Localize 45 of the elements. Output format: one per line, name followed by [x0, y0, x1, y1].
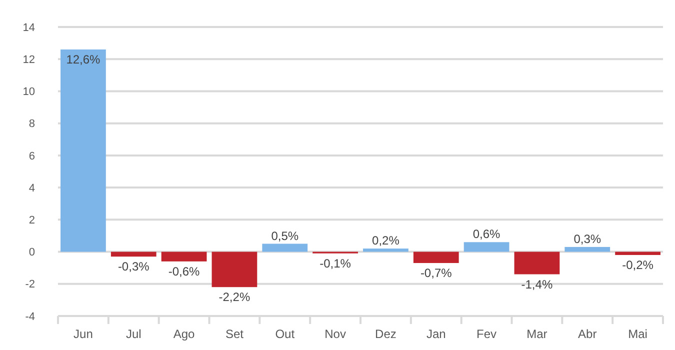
bar: [564, 246, 610, 252]
data-label: -0,2%: [622, 258, 654, 272]
bar: [464, 242, 510, 252]
bar: [110, 252, 156, 257]
x-tick-label: Dez: [375, 327, 396, 341]
x-tick-label: Jul: [126, 327, 142, 341]
data-label: 0,5%: [271, 228, 299, 243]
x-tick-label: Jan: [426, 327, 446, 341]
data-label: 0,3%: [574, 232, 602, 246]
data-label: -0,1%: [320, 256, 352, 270]
bar: [161, 252, 207, 262]
data-label: -0,7%: [420, 266, 452, 280]
bar: [615, 252, 660, 255]
x-tick-label: Mar: [526, 327, 548, 341]
x-tick-label: Out: [275, 327, 296, 341]
y-tick-label: 4: [28, 182, 35, 194]
data-label: -2,2%: [218, 290, 250, 304]
data-label: 12,6%: [66, 52, 101, 66]
bar: [262, 244, 308, 252]
x-tick-label: Abr: [578, 327, 597, 341]
y-tick-label: 6: [28, 150, 35, 162]
x-tick-label: Nov: [324, 327, 346, 341]
bar: [413, 252, 459, 264]
y-tick-label: -2: [25, 278, 35, 291]
x-tick-label: Jun: [74, 327, 93, 341]
data-label: -0,6%: [168, 264, 200, 278]
data-label: 0,6%: [472, 227, 501, 242]
data-label: -0,3%: [118, 260, 150, 274]
y-tick-label: 8: [28, 118, 35, 130]
x-tick-label: Set: [225, 327, 244, 341]
bar: [514, 252, 560, 274]
x-tick-label: Fev: [476, 327, 497, 341]
x-tick-label: Mai: [628, 327, 648, 341]
bar: [60, 49, 106, 252]
data-label: -1,4%: [521, 277, 553, 292]
y-tick-label: 14: [22, 22, 35, 34]
bar: [212, 252, 258, 288]
y-tick-label: 12: [22, 54, 35, 66]
bar: [363, 248, 408, 252]
y-tick-label: 0: [28, 246, 35, 259]
x-tick-label: Ago: [173, 327, 196, 341]
y-tick-label: 2: [28, 214, 35, 227]
y-tick-label: -4: [25, 310, 35, 323]
data-label: 0,2%: [372, 234, 400, 248]
y-tick-label: 10: [22, 86, 35, 98]
